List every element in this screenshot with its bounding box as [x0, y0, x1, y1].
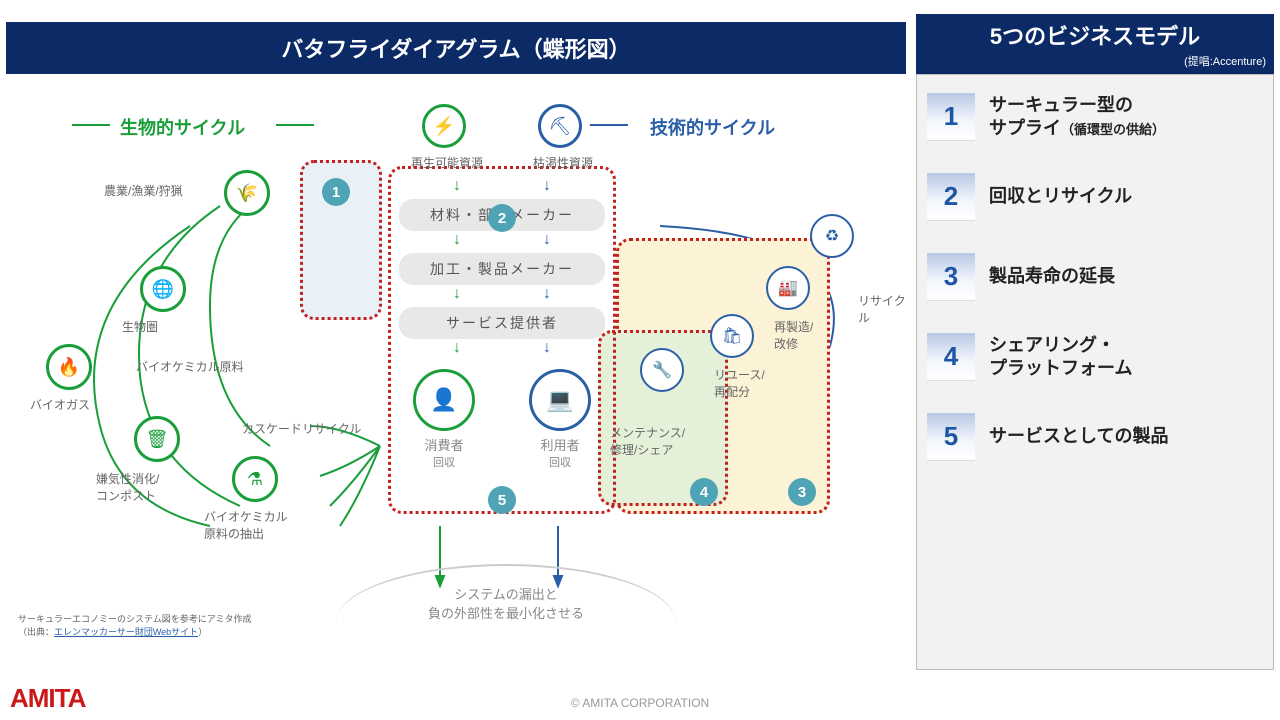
bm-text: サーキュラー型のサプライ（循環型の供給）	[989, 94, 1165, 141]
bm-item: 5 サービスとしての製品	[927, 413, 1263, 461]
butterfly-diagram: 生物的サイクル 技術的サイクル ⚡ ⛏ 再生可能資源 枯渇性資源 ↓	[10, 86, 906, 646]
bm-number: 3	[927, 253, 975, 301]
farm-label: 農業/漁業/狩猟	[104, 182, 183, 199]
biosphere-label: 生物圏	[122, 318, 158, 335]
bm-item: 2 回収とリサイクル	[927, 173, 1263, 221]
finite-icon: ⛏	[538, 104, 582, 148]
consumer-node: 👤 消費者	[413, 369, 475, 454]
collect-label: 回収	[549, 454, 571, 470]
bm-number: 2	[927, 173, 975, 221]
anaerobic-label: 嫌気性消化/ コンポスト	[96, 470, 159, 504]
badge-1: 1	[322, 178, 350, 206]
finite-label: 枯渇性資源	[533, 154, 593, 171]
bio-dash	[72, 124, 110, 126]
biogas-icon: 🔥	[46, 344, 92, 390]
bm-text: サービスとしての製品	[989, 425, 1168, 448]
badge-2: 2	[488, 204, 516, 232]
bm-item: 1 サーキュラー型のサプライ（循環型の供給）	[927, 93, 1263, 141]
bio-dash	[276, 124, 314, 126]
renewable-label: 再生可能資源	[411, 154, 483, 171]
bm-number: 1	[927, 93, 975, 141]
bm-text: 製品寿命の延長	[989, 265, 1115, 288]
reuse-label: リユース/ 再配分	[714, 366, 765, 400]
business-model-list: 1 サーキュラー型のサプライ（循環型の供給） 2 回収とリサイクル 3 製品寿命の延長 4シ…	[916, 74, 1274, 670]
biochem-label: バイオケミカル原料	[136, 358, 244, 375]
copyright: © AMITA CORPORATION	[0, 696, 1280, 710]
bio-cycle-label: 生物的サイクル	[120, 114, 245, 140]
badge-3: 3	[788, 478, 816, 506]
farm-icon: 🌾	[224, 170, 270, 216]
bm-number: 4	[927, 333, 975, 381]
right-panel-header: 5つのビジネスモデル (提唱:Accenture)	[916, 14, 1274, 74]
cascade-label: カスケードリサイクル	[242, 420, 361, 437]
right-sub: (提唱:Accenture)	[1184, 53, 1266, 69]
biogas-label: バイオガス	[30, 396, 90, 413]
utilizer-icon: 💻	[529, 369, 591, 431]
utilizer-label: 利用者	[540, 435, 579, 454]
extract-label: バイオケミカル 原料の抽出	[204, 508, 288, 542]
consumer-label: 消費者	[424, 435, 463, 454]
chain-service: サービス提供者	[399, 307, 605, 339]
renewable-icon: ⚡	[422, 104, 466, 148]
utilizer-node: 💻 利用者	[529, 369, 591, 454]
source-link[interactable]: エレンマッカーサー財団Webサイト	[54, 627, 198, 637]
remanufacture-label: 再製造/ 改修	[774, 318, 813, 352]
right-panel: 5つのビジネスモデル (提唱:Accenture) 1 サーキュラー型のサプライ（…	[916, 14, 1274, 670]
consumer-icon: 👤	[413, 369, 475, 431]
title-bar: バタフライダイアグラム（蝶形図）	[6, 22, 906, 74]
center-chain: ⚡ ⛏ 再生可能資源 枯渇性資源 ↓↓ 材料・部品メーカー ↓↓ 加工・製品メー…	[386, 104, 618, 470]
anaerobic-icon: 🗑	[134, 416, 180, 462]
maintain-label: メンテナンス/ 修理/シェア	[610, 424, 685, 458]
bm-text: シェアリング・プラットフォーム	[989, 334, 1132, 381]
bm-item: 3 製品寿命の延長	[927, 253, 1263, 301]
extract-icon: ⚗	[232, 456, 278, 502]
bm-item: 4 シェアリング・プラットフォーム	[927, 333, 1263, 381]
collect-label: 回収	[433, 454, 455, 470]
source-note: サーキュラーエコノミーのシステム図を参考にアミタ作成 （出典：エレンマッカーサー…	[18, 612, 252, 638]
maintain-icon: 🔧	[640, 348, 684, 392]
right-title: 5つのビジネスモデル	[990, 19, 1200, 51]
leakage-label: システムの漏出と 負の外部性を最小化させる	[336, 564, 676, 622]
bm-text: 回収とリサイクル	[989, 185, 1132, 208]
biosphere-icon: 🌐	[140, 266, 186, 312]
chain-manufacture: 加工・製品メーカー	[399, 253, 605, 285]
badge-5: 5	[488, 486, 516, 514]
tech-cycle-label: 技術的サイクル	[650, 114, 775, 140]
reuse-icon: 🛍	[710, 314, 754, 358]
recycle-icon: ♻	[810, 214, 854, 258]
recycle-label: リサイクル	[858, 292, 906, 326]
remanufacture-icon: 🏭	[766, 266, 810, 310]
badge-4: 4	[690, 478, 718, 506]
bm-number: 5	[927, 413, 975, 461]
